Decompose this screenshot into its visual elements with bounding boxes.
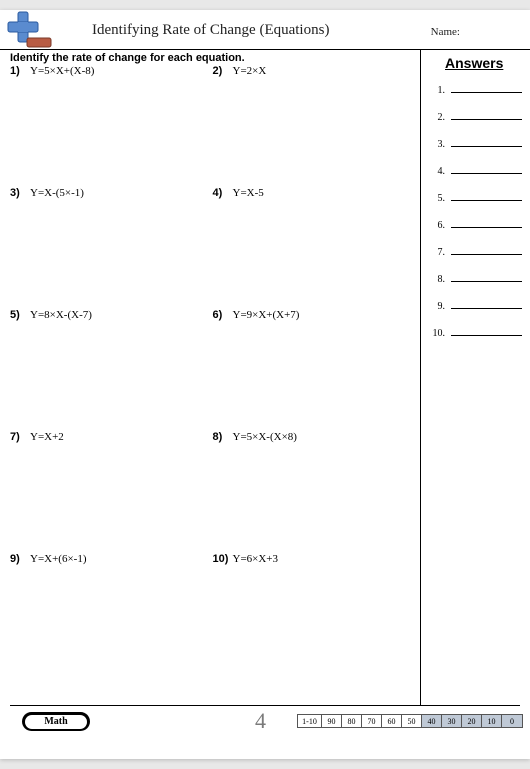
answer-blank[interactable]	[451, 190, 522, 201]
answer-number: 1.	[430, 85, 445, 96]
problem-number: 1)	[10, 65, 30, 77]
answer-row: 10.	[430, 325, 522, 339]
answer-number: 4.	[430, 166, 445, 177]
answer-blank[interactable]	[451, 82, 522, 93]
answer-number: 5.	[430, 193, 445, 204]
worksheet-page: Identifying Rate of Change (Equations) N…	[0, 10, 530, 759]
answer-blank[interactable]	[451, 217, 522, 228]
answer-row: 4.	[430, 163, 522, 177]
problem-equation: Y=6×X+3	[233, 553, 279, 565]
math-badge-label: Math	[25, 715, 87, 729]
answer-number: 8.	[430, 274, 445, 285]
problem: 10) Y=6×X+3	[213, 553, 416, 565]
answer-number: 10.	[430, 328, 445, 339]
answer-row: 8.	[430, 271, 522, 285]
answer-blank[interactable]	[451, 244, 522, 255]
problem-equation: Y=5×X-(X×8)	[233, 431, 297, 443]
score-cell: 20	[462, 715, 482, 727]
problem-number: 6)	[213, 309, 233, 321]
answer-blank[interactable]	[451, 325, 522, 336]
score-cell: 90	[322, 715, 342, 727]
answer-blank[interactable]	[451, 271, 522, 282]
problem-number: 7)	[10, 431, 30, 443]
logo-icon	[5, 10, 53, 55]
answer-number: 9.	[430, 301, 445, 312]
problem-equation: Y=9×X+(X+7)	[233, 309, 300, 321]
answer-row: 9.	[430, 298, 522, 312]
vertical-divider	[420, 50, 421, 705]
problem: 1) Y=5×X+(X-8)	[10, 65, 213, 77]
score-cell: 60	[382, 715, 402, 727]
problem: 8) Y=5×X-(X×8)	[213, 431, 416, 443]
problem-equation: Y=X+(6×-1)	[30, 553, 87, 565]
instruction-text: Identify the rate of change for each equ…	[10, 52, 245, 64]
answer-blank[interactable]	[451, 163, 522, 174]
footer-divider	[10, 705, 520, 706]
problem-number: 5)	[10, 309, 30, 321]
problem-number: 10)	[213, 553, 233, 565]
score-range-label: 1-10	[298, 715, 322, 727]
problem-number: 9)	[10, 553, 30, 565]
problem-equation: Y=X+2	[30, 431, 64, 443]
answers-heading: Answers	[445, 55, 503, 71]
problem: 9) Y=X+(6×-1)	[10, 553, 213, 565]
worksheet-title: Identifying Rate of Change (Equations)	[92, 22, 329, 39]
answer-row: 7.	[430, 244, 522, 258]
score-cell: 40	[422, 715, 442, 727]
header: Identifying Rate of Change (Equations) N…	[0, 10, 530, 50]
problem-equation: Y=X-5	[233, 187, 264, 199]
answer-row: 1.	[430, 82, 522, 96]
problem-number: 4)	[213, 187, 233, 199]
problem: 3) Y=X-(5×-1)	[10, 187, 213, 199]
answers-list: 1. 2. 3. 4. 5. 6. 7. 8. 9. 10.	[430, 82, 522, 352]
score-cell: 10	[482, 715, 502, 727]
answer-number: 7.	[430, 247, 445, 258]
problem-equation: Y=X-(5×-1)	[30, 187, 84, 199]
answer-number: 3.	[430, 139, 445, 150]
problem-equation: Y=8×X-(X-7)	[30, 309, 92, 321]
problem: 5) Y=8×X-(X-7)	[10, 309, 213, 321]
page-number: 4	[255, 708, 266, 734]
problem-number: 2)	[213, 65, 233, 77]
answer-blank[interactable]	[451, 109, 522, 120]
answer-number: 2.	[430, 112, 445, 123]
score-cell: 80	[342, 715, 362, 727]
score-cell: 70	[362, 715, 382, 727]
name-label: Name:	[431, 26, 460, 38]
score-cell: 50	[402, 715, 422, 727]
answer-blank[interactable]	[451, 136, 522, 147]
problem: 4) Y=X-5	[213, 187, 416, 199]
answer-row: 6.	[430, 217, 522, 231]
problem-equation: Y=2×X	[233, 65, 267, 77]
answer-row: 2.	[430, 109, 522, 123]
problem: 6) Y=9×X+(X+7)	[213, 309, 416, 321]
problem: 2) Y=2×X	[213, 65, 416, 77]
problem-equation: Y=5×X+(X-8)	[30, 65, 94, 77]
math-badge: Math	[22, 712, 90, 731]
problem-number: 3)	[10, 187, 30, 199]
answer-blank[interactable]	[451, 298, 522, 309]
score-table: 1-109080706050403020100	[297, 714, 523, 728]
problems-grid: 1) Y=5×X+(X-8) 2) Y=2×X 3) Y=X-(5×-1) 4)…	[10, 65, 415, 565]
answer-row: 3.	[430, 136, 522, 150]
problem-number: 8)	[213, 431, 233, 443]
answer-row: 5.	[430, 190, 522, 204]
answer-number: 6.	[430, 220, 445, 231]
score-cell: 0	[502, 715, 522, 727]
score-cell: 30	[442, 715, 462, 727]
problem: 7) Y=X+2	[10, 431, 213, 443]
